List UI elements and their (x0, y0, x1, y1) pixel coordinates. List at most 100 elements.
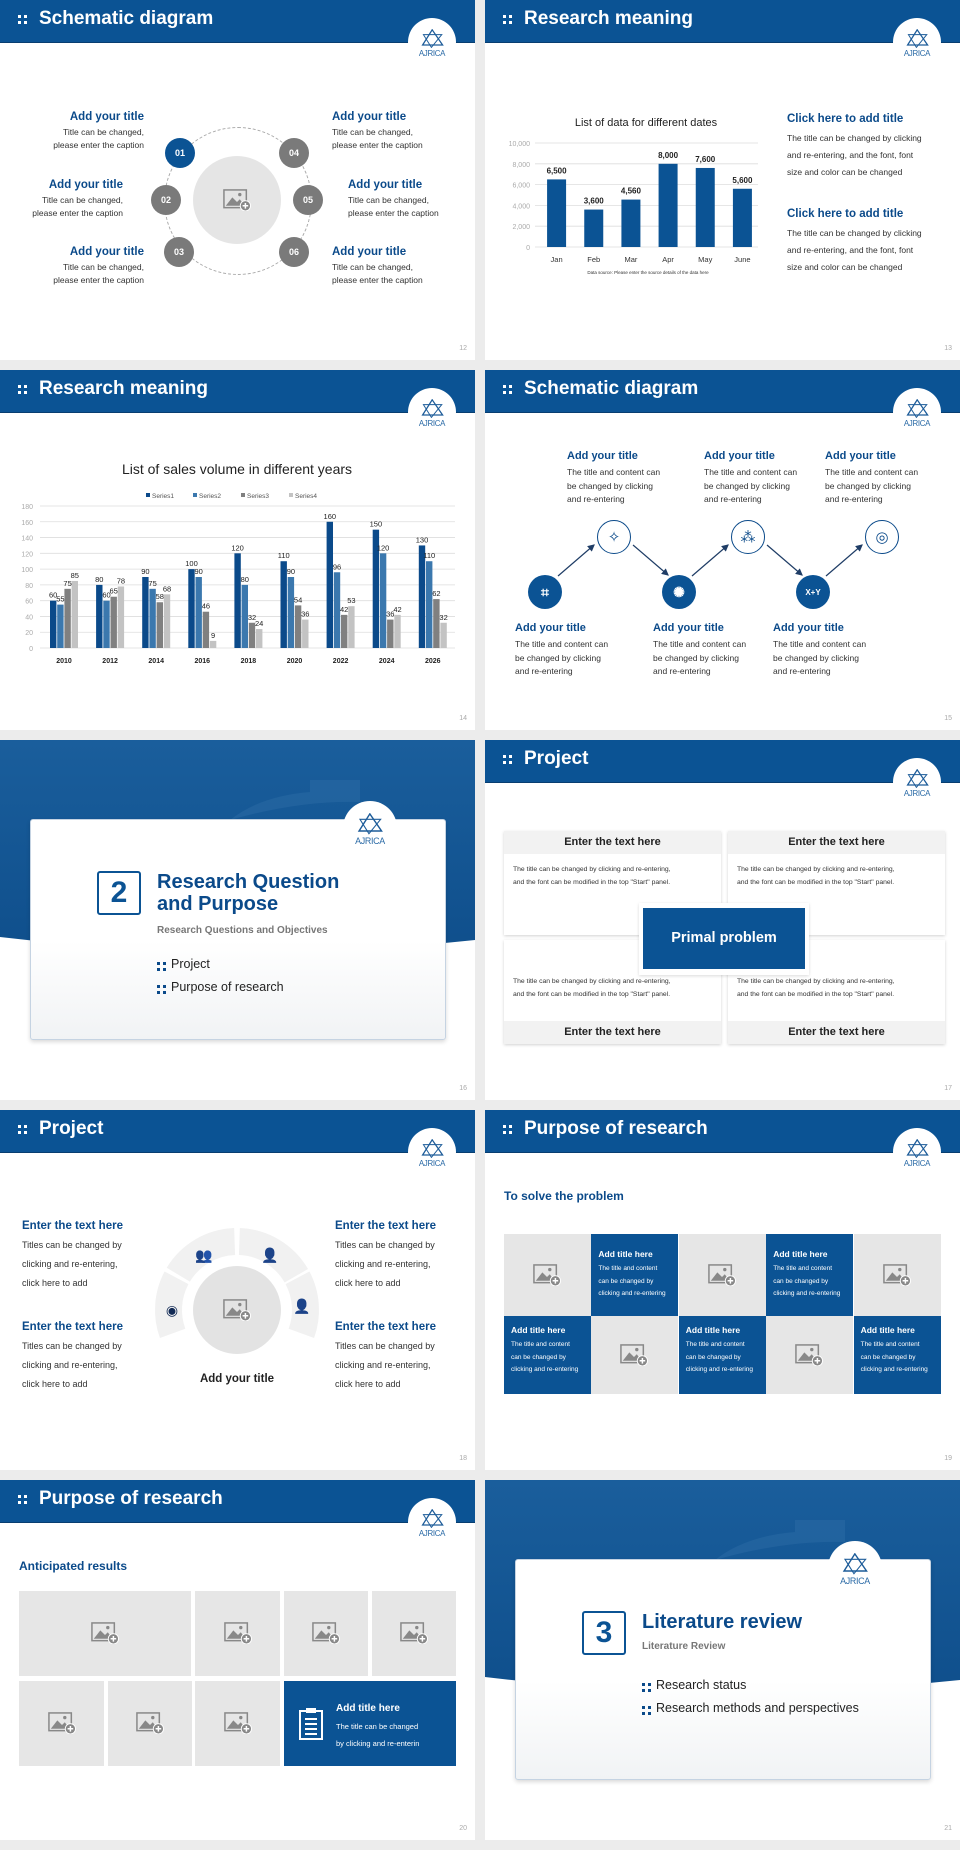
caption-title[interactable]: Add your title (69, 111, 144, 123)
section-title: and Purpose (157, 893, 279, 915)
caption-title[interactable]: Add your title (348, 179, 423, 191)
image-placeholder[interactable] (678, 1234, 766, 1316)
bar-Series3-2022 (341, 614, 348, 648)
image-placeholder-icon (882, 1263, 911, 1287)
step-circle-outline[interactable]: ⁂ (731, 520, 765, 554)
clipboard-icon (299, 1708, 323, 1740)
bar-May (695, 167, 715, 247)
data-label: 110 (278, 551, 290, 560)
image-placeholder[interactable] (504, 1234, 591, 1316)
step-node-04[interactable]: 04 (279, 138, 309, 168)
logo-text: AJRICA (418, 49, 446, 59)
bar-Series2-2010 (57, 604, 64, 648)
step-title[interactable]: Add your title (653, 622, 724, 634)
logo-triangle-down (844, 1558, 867, 1575)
caption-title[interactable]: Add your title (332, 246, 407, 258)
data-label: 54 (294, 595, 302, 604)
image-placeholder[interactable] (591, 1316, 679, 1394)
primal-problem-label[interactable]: Primal problem (643, 908, 805, 969)
content-card[interactable]: Add title here The title and content can b… (591, 1234, 679, 1316)
image-placeholder[interactable] (766, 1316, 854, 1394)
page-number: 20 (459, 1825, 467, 1832)
arrow (766, 544, 803, 576)
building-silhouette (230, 780, 360, 820)
image-placeholder[interactable] (372, 1591, 456, 1676)
center-image-placeholder[interactable] (193, 156, 281, 244)
data-label: 9 (211, 631, 215, 640)
bar-Series2-2016 (195, 577, 202, 648)
section-subtitle: Research Questions and Objectives (157, 925, 328, 936)
step-node-01[interactable]: 01 (165, 138, 195, 168)
data-label: 75 (148, 579, 156, 588)
card-text: can be changed by (860, 1353, 916, 1361)
item-title[interactable]: Enter the text here (22, 1220, 123, 1232)
step-text: The title and content can (704, 467, 798, 477)
caption-line: please enter the caption (332, 140, 423, 150)
agenda-item[interactable]: Research methods and perspectives (656, 1701, 859, 1715)
bar-Series1-2012 (96, 584, 103, 648)
step-title[interactable]: Add your title (704, 450, 775, 462)
bar-Series2-2020 (287, 577, 295, 648)
mountain (226, 1720, 245, 1729)
image-placeholder[interactable] (19, 1591, 191, 1676)
step-number: 04 (288, 148, 299, 158)
text-box-line: The title can be changed by clicking and… (513, 866, 671, 873)
content-card[interactable]: Add title here The title and content can b… (504, 1316, 591, 1394)
content-card[interactable]: Add title here The title and content can b… (853, 1316, 941, 1394)
radial-segments (154, 1228, 320, 1339)
image-placeholder[interactable] (284, 1591, 368, 1676)
agenda-item[interactable]: Purpose of research (171, 980, 284, 994)
step-circle-filled[interactable]: X+Y (796, 575, 830, 609)
mountain (797, 1352, 817, 1361)
step-title[interactable]: Add your title (773, 622, 844, 634)
step-circle-filled[interactable]: ✺ (662, 575, 696, 609)
content-card[interactable]: Add title here The title can be changed by… (284, 1681, 456, 1766)
step-circle-outline[interactable]: ◎ (865, 520, 899, 554)
step-circle-filled[interactable]: ⌗ (528, 575, 562, 609)
logo-text: AJRICA (418, 1159, 446, 1169)
step-text: The title and content can (567, 467, 661, 477)
image-placeholder[interactable] (195, 1591, 280, 1676)
data-label: 130 (416, 535, 429, 544)
bar-Series2-2022 (333, 572, 341, 648)
content-card[interactable]: Add title here The title and content can b… (766, 1234, 854, 1316)
step-title[interactable]: Add your title (825, 450, 896, 462)
data-label: 60 (102, 591, 110, 600)
side-title[interactable]: Click here to add title (787, 113, 904, 125)
side-title[interactable]: Click here to add title (787, 208, 904, 220)
logo-triangle-up (906, 768, 929, 786)
center-image-placeholder[interactable] (193, 1266, 281, 1354)
agenda-item[interactable]: Project (171, 957, 210, 971)
caption-title[interactable]: Add your title (69, 246, 144, 258)
plus (902, 1277, 908, 1284)
center-title[interactable]: Add your title (199, 1373, 275, 1385)
legend-label: Series1 (152, 493, 174, 500)
image-placeholder[interactable] (853, 1234, 941, 1316)
image-placeholder-icon (400, 1621, 428, 1645)
item-title[interactable]: Enter the text here (22, 1321, 123, 1333)
step-node-05[interactable]: 05 (293, 185, 323, 215)
step-text: The title and content can (773, 639, 867, 649)
card-text: clicking and re-entering (511, 1366, 579, 1374)
image-placeholder[interactable] (19, 1681, 104, 1766)
caption-title[interactable]: Add your title (332, 111, 407, 123)
item-title[interactable]: Enter the text here (335, 1220, 436, 1232)
bar-Series1-2018 (234, 553, 241, 648)
star-logo-icon (421, 28, 444, 48)
step-node-03[interactable]: 03 (164, 237, 194, 267)
image-placeholder[interactable] (195, 1681, 280, 1766)
arrow (691, 544, 729, 577)
caption-title[interactable]: Add your title (48, 179, 123, 191)
step-node-02[interactable]: 02 (151, 185, 181, 215)
item-title[interactable]: Enter the text here (335, 1321, 436, 1333)
data-label: 3,600 (584, 197, 605, 206)
content-card[interactable]: Add title here The title and content can b… (678, 1316, 766, 1394)
step-title[interactable]: Add your title (567, 450, 638, 462)
agenda-item[interactable]: Research status (656, 1678, 747, 1692)
text-box[interactable]: Enter the text here The title can be chan… (728, 940, 945, 1044)
step-node-06[interactable]: 06 (279, 237, 309, 267)
step-circle-outline[interactable]: ✧ (597, 520, 631, 554)
image-placeholder[interactable] (108, 1681, 192, 1766)
text-box-line: and the font can be modified in the top … (737, 878, 895, 886)
step-title[interactable]: Add your title (515, 622, 586, 634)
